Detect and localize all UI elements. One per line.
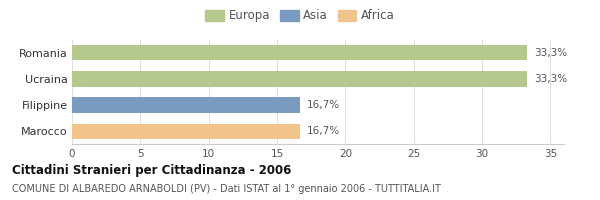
Text: Cittadini Stranieri per Cittadinanza - 2006: Cittadini Stranieri per Cittadinanza - 2… [12,164,292,177]
Text: 16,7%: 16,7% [307,126,340,136]
Text: 33,3%: 33,3% [534,48,567,58]
Text: 33,3%: 33,3% [534,74,567,84]
Text: COMUNE DI ALBAREDO ARNABOLDI (PV) - Dati ISTAT al 1° gennaio 2006 - TUTTITALIA.I: COMUNE DI ALBAREDO ARNABOLDI (PV) - Dati… [12,184,441,194]
Bar [72,97,300,113]
Legend: Europa, Asia, Africa: Europa, Asia, Africa [202,6,398,26]
Bar [72,71,527,87]
Bar [72,45,527,60]
Text: 16,7%: 16,7% [307,100,340,110]
Bar [72,124,300,139]
